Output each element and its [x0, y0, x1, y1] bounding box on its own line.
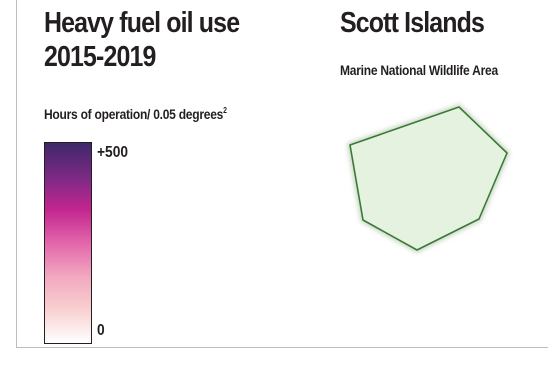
ramp-min-label: 0 — [97, 322, 105, 339]
frame-bottom-border — [16, 347, 548, 348]
legend-title-line-2: 2015-2019 — [44, 41, 156, 73]
protected-area-polygon — [349, 106, 508, 251]
legend-subtitle-text: Hours of operation/ 0.05 degrees — [44, 106, 224, 122]
map-subtitle: Marine National Wildlife Area — [340, 62, 498, 78]
protected-area-map — [347, 104, 510, 253]
legend-subtitle: Hours of operation/ 0.05 degrees2 — [44, 106, 227, 122]
map-title: Scott Islands — [340, 7, 485, 39]
legend-title: Heavy fuel oil use 2015-2019 — [44, 6, 240, 74]
frame-left-border — [16, 0, 17, 348]
legend-subtitle-superscript: 2 — [223, 106, 227, 115]
legend-title-line-1: Heavy fuel oil use — [44, 7, 240, 39]
ramp-max-label: +500 — [97, 144, 129, 161]
color-ramp-legend — [44, 142, 92, 344]
